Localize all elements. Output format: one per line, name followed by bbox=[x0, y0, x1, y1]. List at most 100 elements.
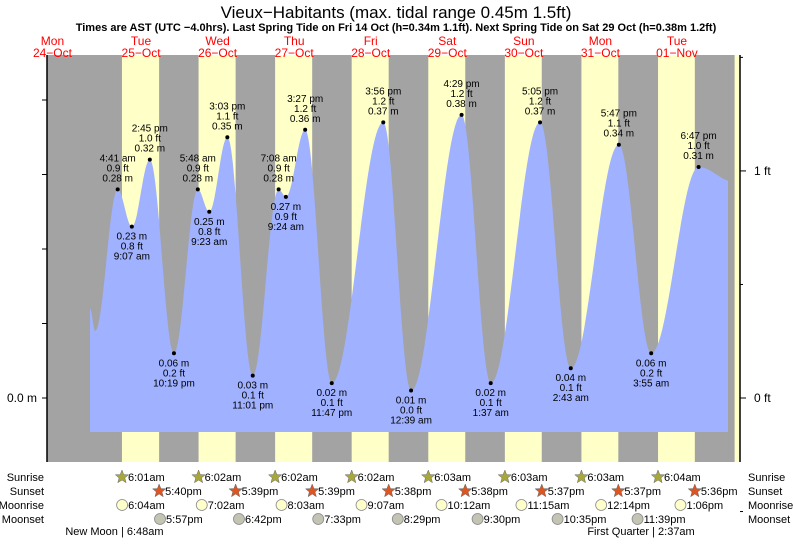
extreme-time-label: 10:19 pm bbox=[153, 378, 195, 389]
sunrise-star-icon bbox=[191, 469, 206, 484]
sunrise-time: 6:03am bbox=[434, 472, 471, 484]
sunset-star-icon bbox=[534, 483, 550, 498]
extreme-m_label-label: 0.02 m bbox=[316, 388, 347, 399]
moonset-time: 6:42pm bbox=[245, 514, 282, 526]
day-of-week-label: Sun bbox=[513, 34, 534, 48]
sunset-star-icon bbox=[611, 483, 626, 498]
moonrise-time: 7:02am bbox=[208, 500, 245, 512]
extreme-time-label: 2:45 pm bbox=[132, 124, 168, 135]
extreme-ft-label: 0.9 ft bbox=[268, 163, 290, 174]
moonset-time: 9:30pm bbox=[484, 514, 521, 526]
date-label: 25−Oct bbox=[122, 46, 162, 60]
tide-fill bbox=[90, 114, 728, 433]
day-of-week-label: Tue bbox=[667, 34, 688, 48]
extreme-labels: 4:41 am0.9 ft0.28 m0.23 m0.8 ft9:07 am2:… bbox=[100, 79, 717, 427]
extreme-ft-label: 1.2 ft bbox=[294, 104, 316, 115]
moonset-time: 7:33pm bbox=[324, 514, 361, 526]
moonrise-time: 9:07am bbox=[368, 500, 405, 512]
extreme-ft-label: 0.1 ft bbox=[242, 391, 264, 402]
extreme-m_label-label: 0.03 m bbox=[237, 381, 268, 392]
extreme-ft-label: 0.8 ft bbox=[121, 242, 143, 253]
extreme-ft-label: 1.2 ft bbox=[372, 96, 394, 107]
extreme-ft-label: 1.0 ft bbox=[687, 141, 709, 152]
extreme-m_label-label: 0.06 m bbox=[159, 358, 190, 369]
date-label: 28−Oct bbox=[351, 46, 391, 60]
extreme-m_label-label: 0.34 m bbox=[604, 129, 635, 140]
extreme-time-label: 9:07 am bbox=[114, 252, 150, 263]
extreme-m_label-label: 0.28 m bbox=[183, 173, 214, 184]
moonset-moon-icon bbox=[154, 513, 166, 525]
sunrise-time: 6:02am bbox=[358, 472, 395, 484]
extreme-point bbox=[171, 351, 176, 356]
extreme-point bbox=[329, 381, 334, 386]
sunset-star-icon bbox=[687, 483, 703, 498]
sunset-star-icon bbox=[304, 483, 320, 498]
extreme-time-label: 11:47 pm bbox=[311, 408, 352, 419]
moonrise-row-label-right: Moonrise bbox=[748, 500, 793, 512]
sunrise-star-icon bbox=[267, 469, 283, 484]
extreme-time-label: 3:56 pm bbox=[365, 86, 401, 97]
day-of-week-label: Mon bbox=[589, 34, 612, 48]
extreme-time-label: 3:27 pm bbox=[287, 94, 323, 105]
extreme-point bbox=[616, 142, 621, 147]
extreme-point bbox=[649, 351, 654, 356]
moonrise-moon-icon bbox=[275, 499, 288, 511]
extreme-time-label: 5:48 am bbox=[180, 153, 216, 164]
extreme-ft-label: 0.0 ft bbox=[400, 406, 422, 417]
extreme-m_label-label: 0.28 m bbox=[102, 173, 133, 184]
day-of-week-label: Fri bbox=[364, 34, 378, 48]
extreme-m_label-label: 0.25 m bbox=[194, 217, 225, 228]
sunset-row-label-right: Sunset bbox=[748, 486, 782, 498]
extreme-ft-label: 0.1 ft bbox=[321, 398, 343, 409]
sunrise-row-label: Sunrise bbox=[7, 472, 44, 484]
sunrise-star-icon bbox=[497, 469, 513, 484]
sunset-time: 5:38pm bbox=[471, 486, 508, 498]
extreme-point bbox=[250, 373, 255, 378]
extreme-time-label: 7:08 am bbox=[261, 153, 297, 164]
extreme-ft-label: 1.1 ft bbox=[216, 111, 238, 122]
extreme-ft-label: 0.9 ft bbox=[275, 212, 297, 223]
moonset-time: 10:35pm bbox=[564, 514, 607, 526]
extreme-m_label-label: 0.28 m bbox=[263, 173, 294, 184]
day-of-week-label: Tue bbox=[131, 34, 152, 48]
date-label: 29−Oct bbox=[428, 46, 468, 60]
sunset-time: 5:39pm bbox=[318, 486, 355, 498]
extreme-point bbox=[381, 120, 386, 125]
sunrise-time: 6:03am bbox=[511, 472, 548, 484]
extreme-time-label: 12:39 am bbox=[390, 416, 432, 427]
moonrise-moon-icon bbox=[116, 499, 129, 511]
extreme-ft-label: 1.2 ft bbox=[450, 89, 472, 100]
extreme-m_label-label: 0.36 m bbox=[290, 114, 321, 125]
extreme-m_label-label: 0.04 m bbox=[555, 373, 586, 384]
extreme-time-label: 11:01 pm bbox=[232, 401, 273, 412]
sunset-time: 5:40pm bbox=[165, 486, 202, 498]
extreme-m_label-label: 0.31 m bbox=[683, 151, 714, 162]
extreme-m_label-label: 0.37 m bbox=[525, 106, 556, 117]
sunset-star-icon bbox=[228, 483, 243, 498]
sunset-time: 5:38pm bbox=[395, 486, 432, 498]
moonrise-time: 1:06pm bbox=[686, 500, 723, 512]
left-axis-label: 0.0 m bbox=[7, 391, 37, 405]
moon-phase-label: First Quarter | 2:37am bbox=[587, 526, 694, 538]
extreme-m_label-label: 0.37 m bbox=[368, 106, 399, 117]
extreme-time-label: 9:24 am bbox=[268, 222, 304, 233]
extreme-m_label-label: 0.27 m bbox=[271, 202, 302, 213]
moonrise-moon-icon bbox=[595, 499, 608, 511]
moonset-row-label-right: Moonset bbox=[748, 514, 790, 526]
sunset-row-label: Sunset bbox=[10, 486, 44, 498]
extreme-point bbox=[696, 165, 701, 170]
extreme-ft-label: 0.1 ft bbox=[480, 398, 502, 409]
extreme-point bbox=[207, 209, 212, 214]
extreme-time-label: 4:29 pm bbox=[444, 79, 480, 90]
sun-moon-rows: Sunrise Sunrise 6:01am 6:02am 6:02am 6:02am 6:… bbox=[0, 469, 793, 538]
date-label: 01−Nov bbox=[656, 46, 698, 60]
moonset-moon-icon bbox=[551, 513, 564, 525]
moonrise-time: 11:15am bbox=[527, 500, 569, 512]
extreme-m_label-label: 0.38 m bbox=[446, 99, 477, 110]
date-label: 31−Oct bbox=[581, 46, 621, 60]
extreme-m_label-label: 0.32 m bbox=[135, 144, 166, 155]
extreme-time-label: 3:03 pm bbox=[209, 101, 245, 112]
sunset-star-icon bbox=[457, 483, 473, 498]
chart-title: Vieux−Habitants (max. tidal range 0.45m … bbox=[221, 3, 572, 22]
